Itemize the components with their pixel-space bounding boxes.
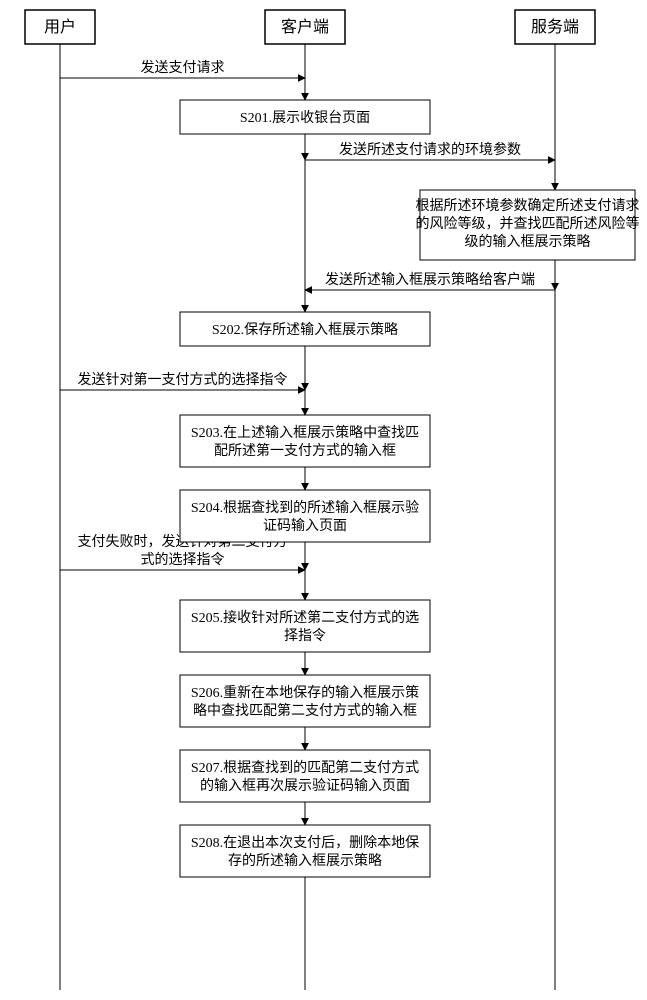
step-text-S204-l0: S204.根据查找到的所述输入框展示验 [191,500,419,516]
message-label-2: 发送所述输入框展示策略给客户端 [325,271,535,288]
step-box-S205 [180,600,430,652]
step-box-S207 [180,750,430,802]
message-label-0: 发送支付请求 [141,60,225,76]
step-box-S203 [180,415,430,467]
step-text-S206-l0: S206.重新在本地保存的输入框展示策 [191,684,419,701]
step-text-S207-l0: S207.根据查找到的匹配第二支付方式 [191,759,419,776]
step-text-S205-l0: S205.接收针对所述第二支付方式的选 [191,609,419,626]
actor-label-client: 客户端 [281,18,329,36]
actor-label-user: 用户 [44,18,76,36]
step-box-S204 [180,490,430,542]
server-process-line0: 根据所述环境参数确定所述支付请求 [416,197,640,214]
step-text-S201-l0: S201.展示收银台页面 [240,110,370,126]
step-box-S206 [180,675,430,727]
server-process-line1: 的风险等级，并查找匹配所述风险等 [416,215,640,232]
step-text-S206-l1: 略中查找匹配第二支付方式的输入框 [193,702,417,719]
step-text-S203-l1: 配所述第一支付方式的输入框 [214,442,396,459]
message-label-3: 发送针对第一支付方式的选择指令 [78,371,288,388]
step-text-S202-l0: S202.保存所述输入框展示策略 [212,321,398,338]
step-text-S203-l0: S203.在上述输入框展示策略中查找匹 [191,424,419,441]
server-process-line2: 级的输入框展示策略 [465,233,591,250]
step-text-S208-l1: 存的所述输入框展示策略 [228,852,382,869]
step-box-S208 [180,825,430,877]
message-label-4-line1: 式的选择指令 [141,552,225,568]
message-label-1: 发送所述支付请求的环境参数 [339,141,521,158]
step-text-S204-l1: 证码输入页面 [263,518,347,534]
actor-label-server: 服务端 [531,18,579,36]
step-text-S208-l0: S208.在退出本次支付后，删除本地保 [191,835,419,851]
step-text-S207-l1: 的输入框再次展示验证码输入页面 [200,778,410,794]
step-text-S205-l1: 择指令 [284,628,326,644]
